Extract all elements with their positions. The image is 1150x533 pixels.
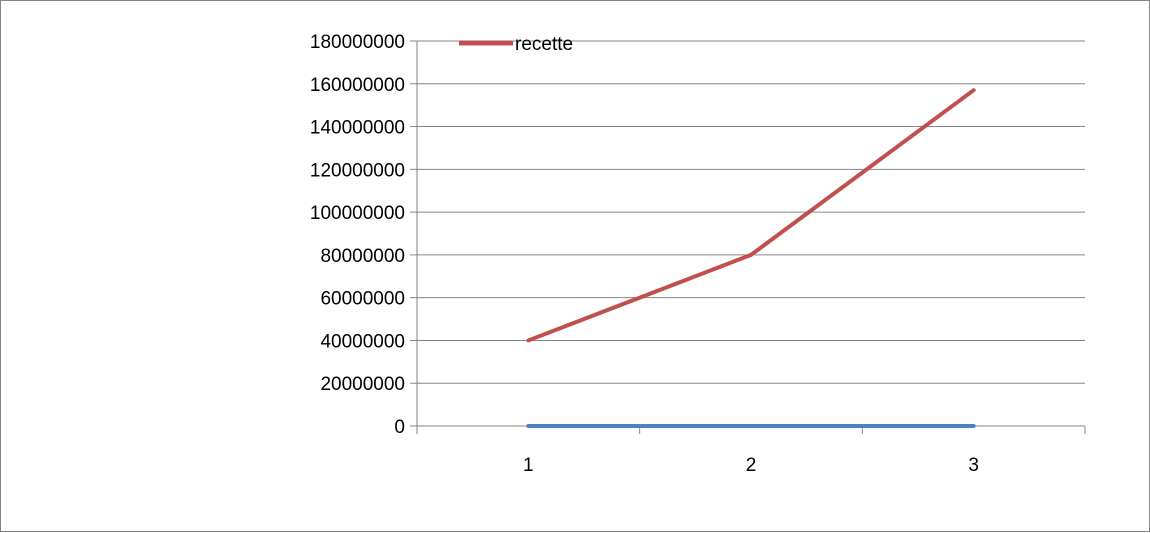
legend[interactable]: recette [459,34,573,55]
y-tick-label: 0 [394,417,405,438]
series-line-recette[interactable] [526,88,976,343]
y-tick-label: 60000000 [320,289,405,310]
x-tick-label: 3 [968,455,979,476]
x-tick-label: 2 [746,455,757,476]
y-tick-label: 40000000 [320,331,405,352]
legend-label-recette: recette [515,34,573,55]
gridlines [417,40,1085,384]
axes [410,40,1086,434]
series-lines [526,88,976,428]
y-tick-label: 80000000 [320,246,405,267]
x-tick-labels: 1 2 3 [523,455,979,476]
y-tick-label: 180000000 [310,32,405,53]
y-tick-label: 120000000 [310,160,405,181]
y-tick-label: 160000000 [310,75,405,96]
y-tick-label: 100000000 [310,203,405,224]
y-tick-label: 140000000 [310,118,405,139]
y-tick-label: 20000000 [320,374,405,395]
y-tick-labels: 0 20000000 40000000 60000000 80000000 1000000… [310,32,405,438]
x-tick-label: 1 [523,455,534,476]
